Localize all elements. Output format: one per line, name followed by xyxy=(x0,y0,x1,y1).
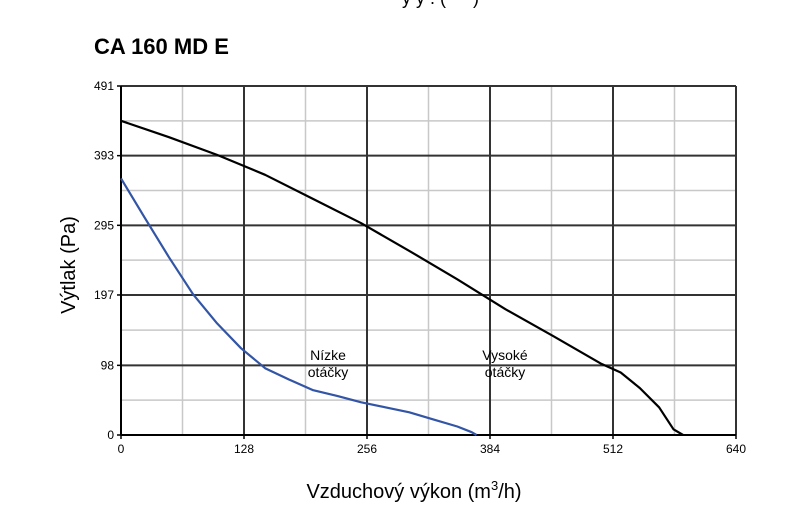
chart-title: CA 160 MD E xyxy=(94,34,229,59)
series-line-n-zke-ot-ky xyxy=(120,177,478,436)
x-axis-label: Vzduchový výkon (m3/h) xyxy=(306,478,521,503)
y-tick-label: 393 xyxy=(94,149,114,163)
x-axis-label-main: Vzduchový výkon (m xyxy=(306,481,491,503)
x-tick-label: 0 xyxy=(118,442,125,456)
minor-grid xyxy=(121,86,736,435)
series-layer xyxy=(120,119,684,436)
series-label: Nízke xyxy=(310,347,346,363)
series-label: otáčky xyxy=(308,364,348,380)
series-label: Vysoké xyxy=(482,347,528,363)
series-label: otáčky xyxy=(485,364,525,380)
x-tick-label: 256 xyxy=(357,442,377,456)
tick-labels: 0 128 256 384 512 640 0 98 197 295 393 491 xyxy=(94,79,746,456)
y-tick-label: 295 xyxy=(94,218,114,232)
y-tick-label: 491 xyxy=(94,79,114,93)
y-tick-label: 98 xyxy=(101,358,115,372)
x-tick-label: 128 xyxy=(234,442,254,456)
x-axis-label-sup: 3 xyxy=(491,478,498,493)
y-tick-label: 0 xyxy=(107,428,114,442)
axes xyxy=(120,86,736,436)
series-line-vysok-ot-ky xyxy=(120,119,684,436)
x-tick-label: 512 xyxy=(603,442,623,456)
y-tick-label: 197 xyxy=(94,288,114,302)
x-tick-label: 384 xyxy=(480,442,500,456)
x-axis-label-end: /h) xyxy=(498,481,521,503)
major-grid xyxy=(121,85,737,435)
clipped-heading: - - y y . ( - - ) xyxy=(380,0,479,9)
y-axis-label: Výtlak (Pa) xyxy=(58,216,80,314)
x-tick-label: 640 xyxy=(726,442,746,456)
